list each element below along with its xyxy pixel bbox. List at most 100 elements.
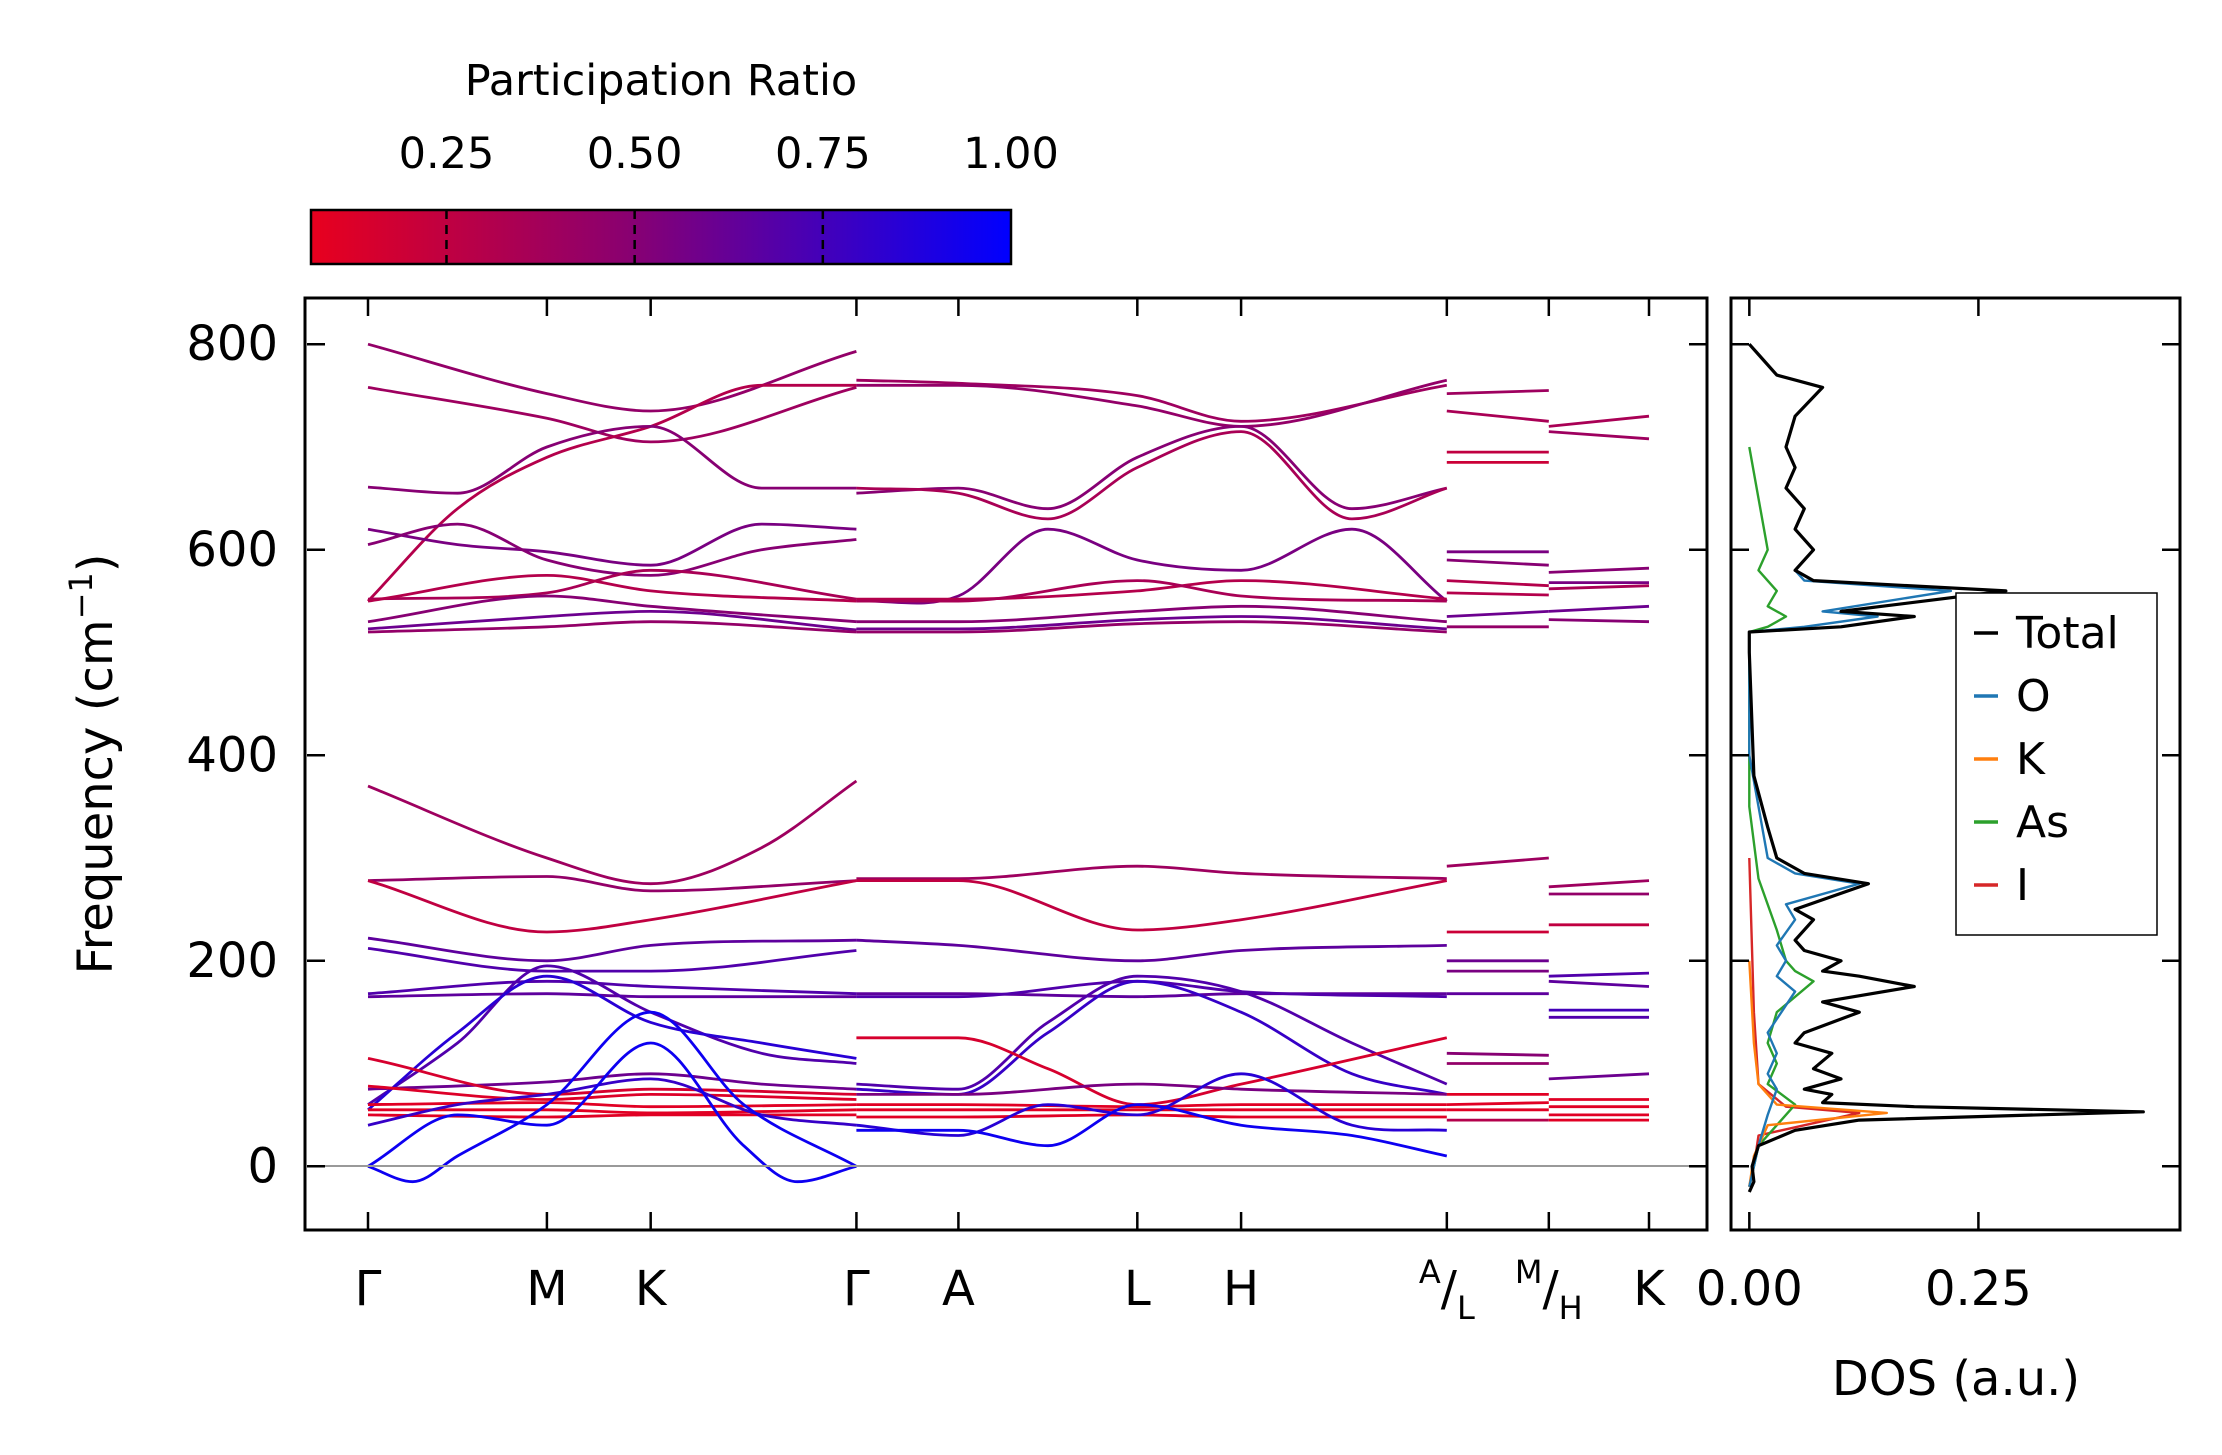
band-line-4-2	[1548, 430, 1650, 441]
kpoint-label-5: A	[942, 1261, 975, 1317]
band-line-3-1	[1446, 389, 1549, 395]
band-line-2-12	[856, 879, 1448, 932]
colorbar-tick-label-1: 0.25	[399, 129, 495, 179]
band-line-1-16	[367, 947, 857, 973]
band-line-1-9	[367, 594, 857, 624]
band-line-4-7	[1548, 618, 1650, 624]
band-line-4-5	[1548, 584, 1650, 591]
band-line-1-20	[367, 974, 857, 1111]
dos-axes-frame	[1729, 296, 2182, 1232]
kpoint-label-4: Γ	[843, 1261, 870, 1317]
band-line-2-5	[856, 527, 1448, 605]
dos-ticks: 0.00 0.25	[1696, 298, 2180, 1317]
band-line-2-11	[856, 864, 1447, 881]
band-line-1-12	[367, 779, 858, 886]
band-line-2-9	[856, 615, 1447, 631]
band-series-2	[856, 378, 1448, 1158]
band-line-1-14	[367, 879, 857, 934]
band-line-1-3	[366, 383, 857, 603]
legend-label-o: O	[2016, 671, 2051, 722]
band-line-3-2	[1446, 409, 1549, 423]
legend-label-i: I	[2016, 860, 2029, 911]
band-line-1-15	[367, 936, 857, 963]
band-line-1-8	[367, 573, 857, 603]
band-line-3-11	[1446, 856, 1549, 868]
band-line-4-6	[1548, 604, 1650, 613]
band-line-1-13	[367, 875, 857, 893]
kpoint-label-1: Γ	[355, 1261, 382, 1317]
band-line-4-3	[1548, 566, 1650, 574]
kpoint-label-7: H	[1223, 1261, 1259, 1317]
y-ticks: 0 200 400 600 800	[186, 316, 1707, 1194]
band-line-1-23	[367, 1084, 857, 1101]
kpoint-label-2: M	[526, 1261, 567, 1317]
band-line-3-9	[1446, 610, 1549, 618]
band-line-2-6	[856, 579, 1447, 601]
dos-legend: Total OK As I	[1955, 592, 2158, 936]
dos-lines	[1747, 343, 2145, 1193]
band-line-1-11	[367, 620, 857, 634]
colorbar-ticks: 0.25 0.50 0.75 1.00	[399, 129, 1059, 264]
band-line-2-24	[856, 1103, 1448, 1158]
band-line-3-7	[1446, 579, 1549, 588]
band-line-2-13	[856, 938, 1447, 963]
band-line-1-19	[367, 964, 857, 1106]
band-line-2-16	[856, 974, 1448, 1091]
dos-line-total	[1747, 343, 2145, 1193]
band-line-1-7	[367, 568, 857, 601]
y-tick-label-5: 800	[186, 316, 278, 372]
band-line-2-7	[856, 579, 1447, 603]
colorbar-tick-label-2: 0.50	[587, 129, 683, 179]
band-line-1-2	[367, 386, 857, 444]
band-line-1-24	[367, 1101, 857, 1109]
kpoint-label-3: K	[635, 1261, 668, 1317]
band-line-4-11	[1548, 971, 1650, 978]
band-line-1-25	[368, 1108, 857, 1115]
band-line-2-23	[856, 1072, 1447, 1137]
band-line-3-6	[1446, 558, 1549, 567]
band-line-4-8	[1548, 879, 1650, 889]
band-series-1	[366, 342, 858, 1184]
colorbar-label: Participation Ratio	[465, 56, 858, 106]
band-line-1-27	[367, 1077, 857, 1127]
colorbar-gradient	[309, 208, 1013, 266]
colorbar-tick-label-4: 1.00	[963, 129, 1059, 179]
band-series-3	[1446, 389, 1549, 1122]
kpoint-ticks: Γ M K Γ A L H A/L M/H K	[355, 298, 1666, 1327]
band-line-2-20	[856, 1103, 1447, 1109]
kpoint-label-6: L	[1124, 1261, 1151, 1317]
band-line-1-4	[367, 424, 857, 495]
band-line-2-18	[856, 1036, 1448, 1107]
band-line-4-1	[1548, 414, 1650, 428]
band-line-1-6	[367, 522, 857, 577]
band-line-2-2	[856, 378, 1448, 428]
band-line-3-19	[1446, 1101, 1549, 1106]
band-line-2-10	[856, 620, 1447, 634]
legend-frame	[1955, 592, 2158, 936]
band-line-2-8	[856, 604, 1447, 624]
kpoint-label-9: M/H	[1515, 1253, 1583, 1327]
dos-x-tick-label-2: 0.25	[1925, 1261, 2032, 1317]
band-line-1-1	[367, 342, 857, 413]
dos-panel: 0.00 0.25 DOS (a.u.) Total OK As I	[1696, 296, 2182, 1407]
dos-x-axis-label: DOS (a.u.)	[1832, 1351, 2080, 1407]
dos-x-tick-label-1: 0.00	[1696, 1261, 1803, 1317]
band-line-1-29	[367, 1041, 857, 1184]
band-line-4-12	[1548, 979, 1650, 988]
y-tick-label-1: 0	[247, 1138, 278, 1194]
band-line-1-18	[367, 979, 857, 996]
kpoint-label-10: K	[1633, 1261, 1666, 1317]
kpoint-label-8: A/L	[1419, 1253, 1475, 1327]
band-line-3-16	[1446, 1051, 1549, 1057]
band-lines	[366, 342, 1650, 1184]
band-structure-panel: Γ M K Γ A L H A/L M/H K 0 200 400 600 800 Frequency (…	[62, 296, 1709, 1327]
dos-line-o	[1748, 343, 1953, 1188]
band-line-4-15	[1548, 1072, 1650, 1081]
band-axes-frame	[303, 296, 1709, 1232]
band-line-1-21	[367, 1072, 857, 1091]
colorbar: Participation Ratio 0.25 0.50 0.75 1.00	[309, 56, 1059, 266]
legend-label-total: Total	[2015, 608, 2119, 659]
y-tick-label-2: 200	[186, 933, 278, 989]
band-series-4	[1548, 414, 1650, 1122]
band-line-2-1	[856, 378, 1448, 423]
